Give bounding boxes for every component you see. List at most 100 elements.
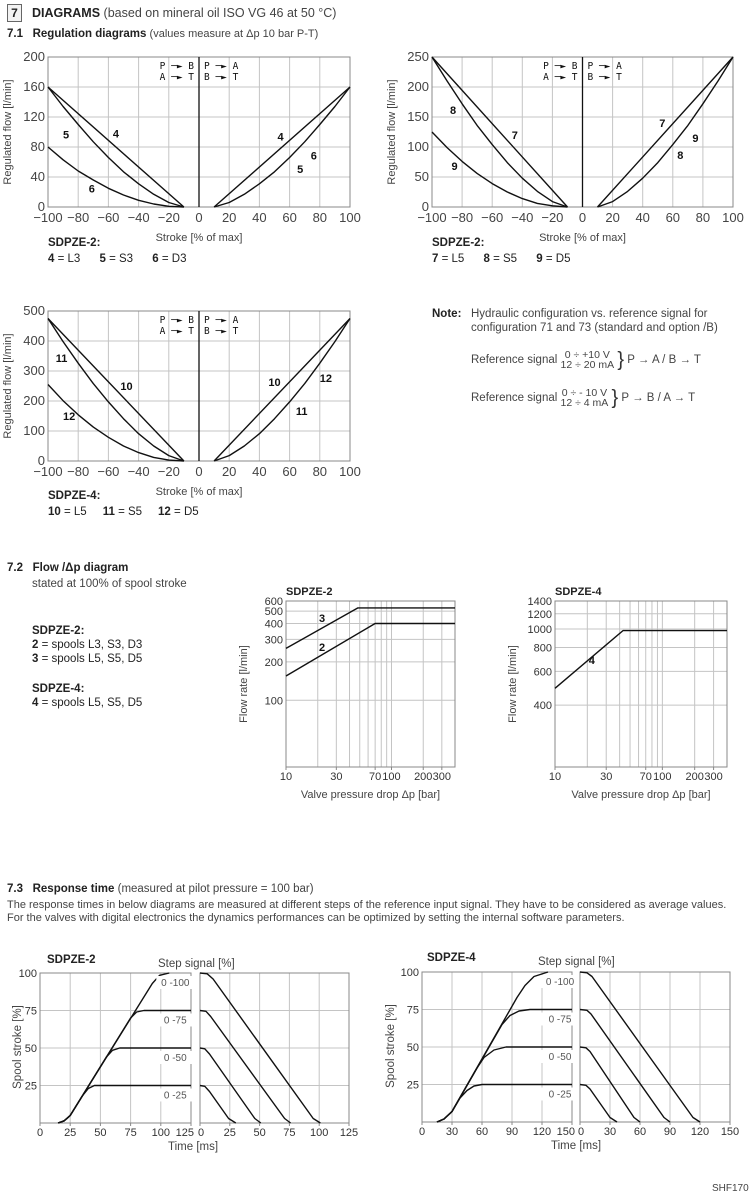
curve-0-75 bbox=[199, 1009, 292, 1124]
legend-value: = spools L5, S5, D5 bbox=[41, 653, 143, 665]
curve-7 bbox=[431, 56, 569, 208]
x-tick-label: 300 bbox=[433, 771, 451, 783]
flow-legend-title-sdpze2: SDPZE-2: bbox=[32, 625, 85, 637]
curve-9 bbox=[431, 131, 568, 208]
x-tick-label: 0 bbox=[37, 1127, 43, 1139]
x-tick-label: −20 bbox=[158, 210, 180, 225]
y-tick-label: 150 bbox=[407, 109, 429, 124]
step-label: 0 -100 bbox=[546, 977, 575, 988]
x-tick-label: 60 bbox=[634, 1126, 646, 1138]
legend-title-reg3: SDPZE-4: bbox=[48, 490, 101, 502]
document-code: SHF170 bbox=[712, 1183, 749, 1194]
y-tick-label: 200 bbox=[265, 657, 283, 669]
y-tick-label: 25 bbox=[25, 1081, 37, 1093]
note-line-1: Hydraulic configuration vs. reference si… bbox=[471, 308, 708, 320]
reference-signal-label: Reference signal bbox=[471, 392, 558, 405]
response-paragraph-2: For the valves with digital electronics … bbox=[7, 912, 625, 924]
reference-signal-row-1: Reference signal 0 ÷ +10 V 12 ÷ 20 mA } P… bbox=[471, 348, 701, 372]
x-tick-label: 60 bbox=[282, 464, 296, 479]
note-line-2: configuration 71 and 73 (standard and op… bbox=[471, 322, 718, 334]
step-label-background bbox=[541, 975, 579, 988]
curve-label: 11 bbox=[56, 353, 68, 365]
signal-range: 0 ÷ +10 V 12 ÷ 20 mA bbox=[560, 350, 615, 371]
x-tick-label: 50 bbox=[94, 1127, 106, 1139]
curve-label: 12 bbox=[320, 373, 332, 385]
response-title-sdpze4: SDPZE-4 bbox=[427, 952, 476, 964]
x-axis-label: Valve pressure drop Δp [bar] bbox=[301, 789, 440, 801]
subsection-number: 7.1 bbox=[7, 28, 23, 40]
step-label-background bbox=[541, 1087, 579, 1101]
step-label: 0 -25 bbox=[164, 1091, 187, 1102]
x-tick-label: −20 bbox=[158, 464, 180, 479]
step-signal-label: Step signal [%] bbox=[538, 956, 615, 968]
x-tick-label: 120 bbox=[533, 1126, 551, 1138]
section-number: 7 bbox=[7, 4, 22, 22]
response-title-sdpze2: SDPZE-2 bbox=[47, 954, 96, 966]
curve-0-25 bbox=[199, 1084, 237, 1124]
curve-4 bbox=[554, 629, 727, 689]
section-heading: DIAGRAMS (based on mineral oil ISO VG 46… bbox=[32, 6, 336, 20]
curve-label: 8 bbox=[450, 105, 456, 117]
y-axis-label: Flow rate [l/min] bbox=[238, 645, 250, 723]
subsection-title: Response time bbox=[32, 883, 115, 895]
chart-resp4f: 0 30 60 90 120 150 bbox=[578, 971, 739, 1138]
legend-key: 2 bbox=[32, 639, 39, 651]
flow-direction: P → A / B → T bbox=[627, 354, 701, 367]
x-tick-label: 0 bbox=[419, 1126, 425, 1138]
curve-label: 11 bbox=[296, 406, 308, 418]
step-label: 0 -50 bbox=[164, 1053, 187, 1064]
subsection-subtitle: (measured at pilot pressure = 100 bar) bbox=[117, 883, 314, 895]
legend-value: = D5 bbox=[545, 253, 571, 265]
x-tick-label: −100 bbox=[33, 464, 62, 479]
note-label: Note: bbox=[432, 308, 462, 320]
y-tick-label: 0 bbox=[38, 453, 45, 468]
subsection-number: 7.3 bbox=[7, 883, 23, 895]
y-tick-label: 400 bbox=[23, 333, 45, 348]
curve-10 bbox=[213, 318, 351, 462]
y-tick-label: 100 bbox=[407, 139, 429, 154]
y-tick-label: 100 bbox=[401, 967, 419, 979]
step-label: 0 -75 bbox=[549, 1015, 572, 1026]
x-tick-label: 50 bbox=[253, 1127, 265, 1139]
brace-icon: } bbox=[611, 387, 619, 409]
y-tick-label: 500 bbox=[265, 606, 283, 618]
flow-legend-item: 2 = spools L3, S3, D3 bbox=[32, 638, 142, 652]
subsection-title: Flow /Δp diagram bbox=[32, 562, 129, 574]
x-tick-label: −60 bbox=[97, 464, 119, 479]
plot-frame bbox=[554, 600, 728, 768]
y-tick-label: 40 bbox=[31, 169, 45, 184]
curve-2 bbox=[285, 622, 455, 677]
reference-signal-label: Reference signal bbox=[471, 354, 558, 367]
step-label: 0 -100 bbox=[161, 978, 190, 989]
curve-label: 12 bbox=[63, 411, 75, 423]
x-tick-label: 90 bbox=[506, 1126, 518, 1138]
legend-value: = S3 bbox=[109, 253, 134, 265]
chart-title: SDPZE-2 bbox=[286, 586, 332, 598]
spool-stroke-axis-label: Spool stroke [%] bbox=[12, 1005, 24, 1089]
plot-frame bbox=[285, 600, 456, 768]
x-tick-label: −20 bbox=[541, 210, 563, 225]
signal-current: 12 ÷ 20 mA bbox=[560, 359, 615, 371]
curve-3 bbox=[285, 607, 455, 650]
curve-4 bbox=[213, 86, 351, 208]
y-tick-label: 1200 bbox=[528, 609, 552, 621]
x-tick-label: 125 bbox=[340, 1127, 358, 1139]
x-tick-label: 200 bbox=[414, 771, 432, 783]
direction-label: P ─► A bbox=[588, 61, 623, 72]
subsection-subtitle: (values measure at Δp 10 bar P-T) bbox=[149, 28, 319, 40]
legend-title-reg2: SDPZE-2: bbox=[432, 237, 485, 249]
curve-label: 7 bbox=[659, 118, 665, 130]
curve-10 bbox=[47, 318, 185, 462]
x-tick-label: −100 bbox=[33, 210, 62, 225]
curve-0-100 bbox=[436, 971, 549, 1123]
curve-label: 4 bbox=[113, 129, 120, 141]
x-tick-label: 0 bbox=[579, 210, 586, 225]
legend-reg1: 4 = L3 5 = S3 6 = D3 bbox=[48, 252, 186, 266]
legend-value: = L5 bbox=[64, 506, 87, 518]
direction-label: P ─► A bbox=[204, 61, 239, 72]
y-tick-label: 50 bbox=[407, 1042, 419, 1054]
curve-5 bbox=[47, 86, 185, 208]
x-tick-label: 80 bbox=[696, 210, 710, 225]
